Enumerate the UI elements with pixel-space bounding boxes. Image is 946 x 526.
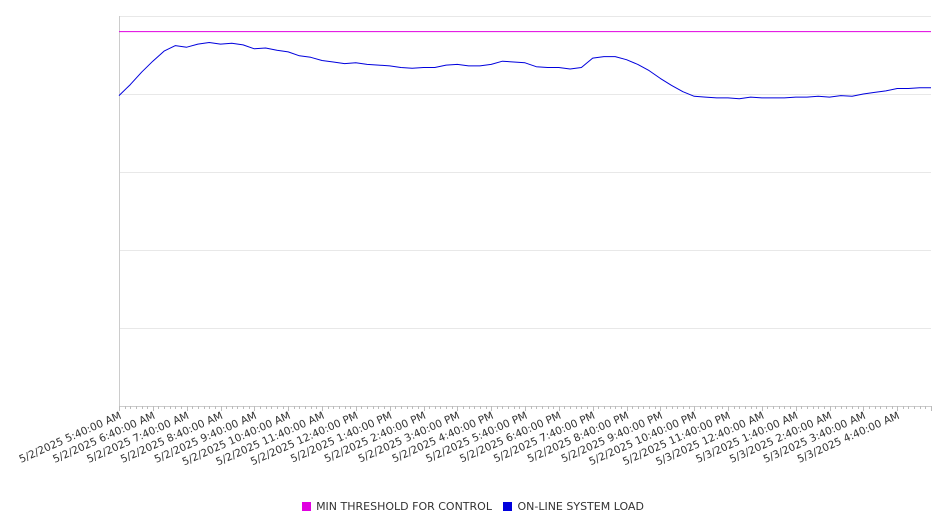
series-layer [118,31,931,100]
legend-label-system-load: ON-LINE SYSTEM LOAD [517,499,644,513]
series-line-system-load[interactable] [118,42,931,100]
gridlines [119,16,931,329]
legend-item-min-threshold[interactable]: MIN THRESHOLD FOR CONTROL [302,500,492,513]
legend-swatch-min-threshold [302,501,312,511]
legend-swatch-system-load [503,501,513,511]
x-axis-minor-ticks [119,406,932,411]
x-axis-tick-labels: 5/2/2025 5:40:00 AM5/2/2025 6:40:00 AM5/… [17,410,901,469]
legend: MIN THRESHOLD FOR CONTROL ON-LINE SYSTEM… [0,499,946,513]
legend-item-system-load[interactable]: ON-LINE SYSTEM LOAD [503,499,644,513]
legend-label-min-threshold: MIN THRESHOLD FOR CONTROL [316,499,492,513]
